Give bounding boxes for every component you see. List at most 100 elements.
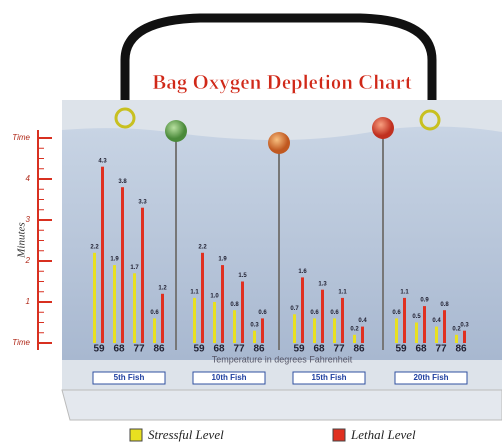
y-tick-label: 3 — [26, 215, 31, 224]
value-label: 0.3 — [460, 322, 469, 328]
y-tick-label: 2 — [25, 256, 31, 265]
x-tick-label: 59 — [193, 344, 205, 355]
x-tick-label: 77 — [333, 344, 345, 355]
legend-swatch — [130, 429, 142, 441]
bar — [313, 318, 316, 343]
value-label: 1.1 — [190, 289, 199, 295]
value-label: 0.5 — [412, 314, 421, 320]
x-tick-label: 77 — [435, 344, 447, 355]
bar — [403, 298, 406, 343]
bar — [193, 298, 196, 343]
bar — [221, 265, 224, 343]
group-label: 15th Fish — [311, 373, 346, 382]
bar — [353, 335, 356, 343]
x-axis-label: Temperature in degrees Fahrenheit — [212, 354, 353, 364]
value-label: 0.6 — [310, 310, 319, 316]
bar — [423, 306, 426, 343]
bar — [121, 187, 124, 343]
value-label: 1.5 — [238, 273, 247, 279]
value-label: 0.7 — [290, 306, 299, 312]
legend-label: Stressful Level — [148, 427, 224, 442]
bar — [113, 265, 116, 343]
bulb — [268, 132, 290, 154]
x-tick-label: 86 — [455, 344, 467, 355]
bar — [101, 167, 104, 343]
bar — [361, 327, 364, 343]
x-tick-label: 68 — [113, 344, 125, 355]
bar — [321, 290, 324, 343]
bar — [333, 318, 336, 343]
value-label: 1.2 — [158, 285, 167, 291]
bar — [233, 310, 236, 343]
water — [62, 126, 502, 360]
x-tick-label: 86 — [153, 344, 165, 355]
group-label: 20th Fish — [413, 373, 448, 382]
value-label: 0.9 — [420, 298, 429, 304]
x-tick-label: 77 — [133, 344, 145, 355]
bar — [455, 335, 458, 343]
bar — [133, 273, 136, 343]
bar — [301, 277, 304, 343]
bar — [435, 327, 438, 343]
value-label: 4.3 — [98, 158, 107, 164]
bar — [415, 323, 418, 344]
x-tick-label: 59 — [395, 344, 407, 355]
value-label: 0.6 — [330, 310, 339, 316]
bar — [463, 331, 466, 343]
y-tick-label: 4 — [26, 174, 31, 183]
x-tick-label: 86 — [253, 344, 265, 355]
value-label: 1.9 — [218, 257, 227, 263]
value-label: 1.3 — [318, 281, 327, 287]
y-tick-label: Time — [12, 133, 30, 142]
value-label: 3.8 — [118, 179, 127, 185]
value-label: 1.9 — [110, 257, 119, 263]
bar — [395, 318, 398, 343]
value-label: 0.4 — [432, 318, 441, 324]
bar — [141, 208, 144, 343]
value-label: 1.1 — [338, 289, 347, 295]
value-label: 0.6 — [258, 310, 267, 316]
x-tick-label: 86 — [353, 344, 365, 355]
group-label: 10th Fish — [211, 373, 246, 382]
value-label: 0.2 — [350, 326, 359, 332]
x-tick-label: 68 — [415, 344, 427, 355]
x-tick-label: 59 — [293, 344, 305, 355]
value-label: 1.0 — [210, 294, 219, 300]
value-label: 0.8 — [440, 302, 449, 308]
bar — [153, 318, 156, 343]
value-label: 1.6 — [298, 269, 307, 275]
bar — [443, 310, 446, 343]
bulb — [165, 120, 187, 142]
value-label: 0.6 — [150, 310, 159, 316]
bar — [213, 302, 216, 343]
legend-swatch — [333, 429, 345, 441]
value-label: 3.3 — [138, 199, 147, 205]
bar — [201, 253, 204, 343]
bar — [261, 318, 264, 343]
legend-label: Lethal Level — [350, 427, 416, 442]
bar — [341, 298, 344, 343]
bulb — [372, 117, 394, 139]
bar — [241, 282, 244, 344]
y-tick-label: Time — [12, 338, 30, 347]
x-tick-label: 77 — [233, 344, 245, 355]
x-tick-label: 59 — [93, 344, 105, 355]
bar — [253, 331, 256, 343]
value-label: 0.3 — [250, 322, 259, 328]
value-label: 0.6 — [392, 310, 401, 316]
value-label: 2.2 — [90, 244, 99, 250]
bag-bottom — [62, 390, 502, 420]
bar — [161, 294, 164, 343]
x-tick-label: 68 — [213, 344, 225, 355]
x-tick-label: 68 — [313, 344, 325, 355]
value-label: 1.7 — [130, 265, 139, 271]
value-label: 0.4 — [358, 318, 367, 324]
chart: Bag Oxygen Depletion Chart Minutes Tempe… — [0, 0, 502, 445]
chart-title: Bag Oxygen Depletion Chart — [152, 70, 412, 94]
bar — [293, 314, 296, 343]
y-tick-label: 1 — [26, 297, 30, 306]
value-label: 1.1 — [400, 289, 409, 295]
value-label: 0.8 — [230, 302, 239, 308]
group-label: 5th Fish — [114, 373, 145, 382]
y-axis-label: Minutes — [16, 222, 28, 258]
